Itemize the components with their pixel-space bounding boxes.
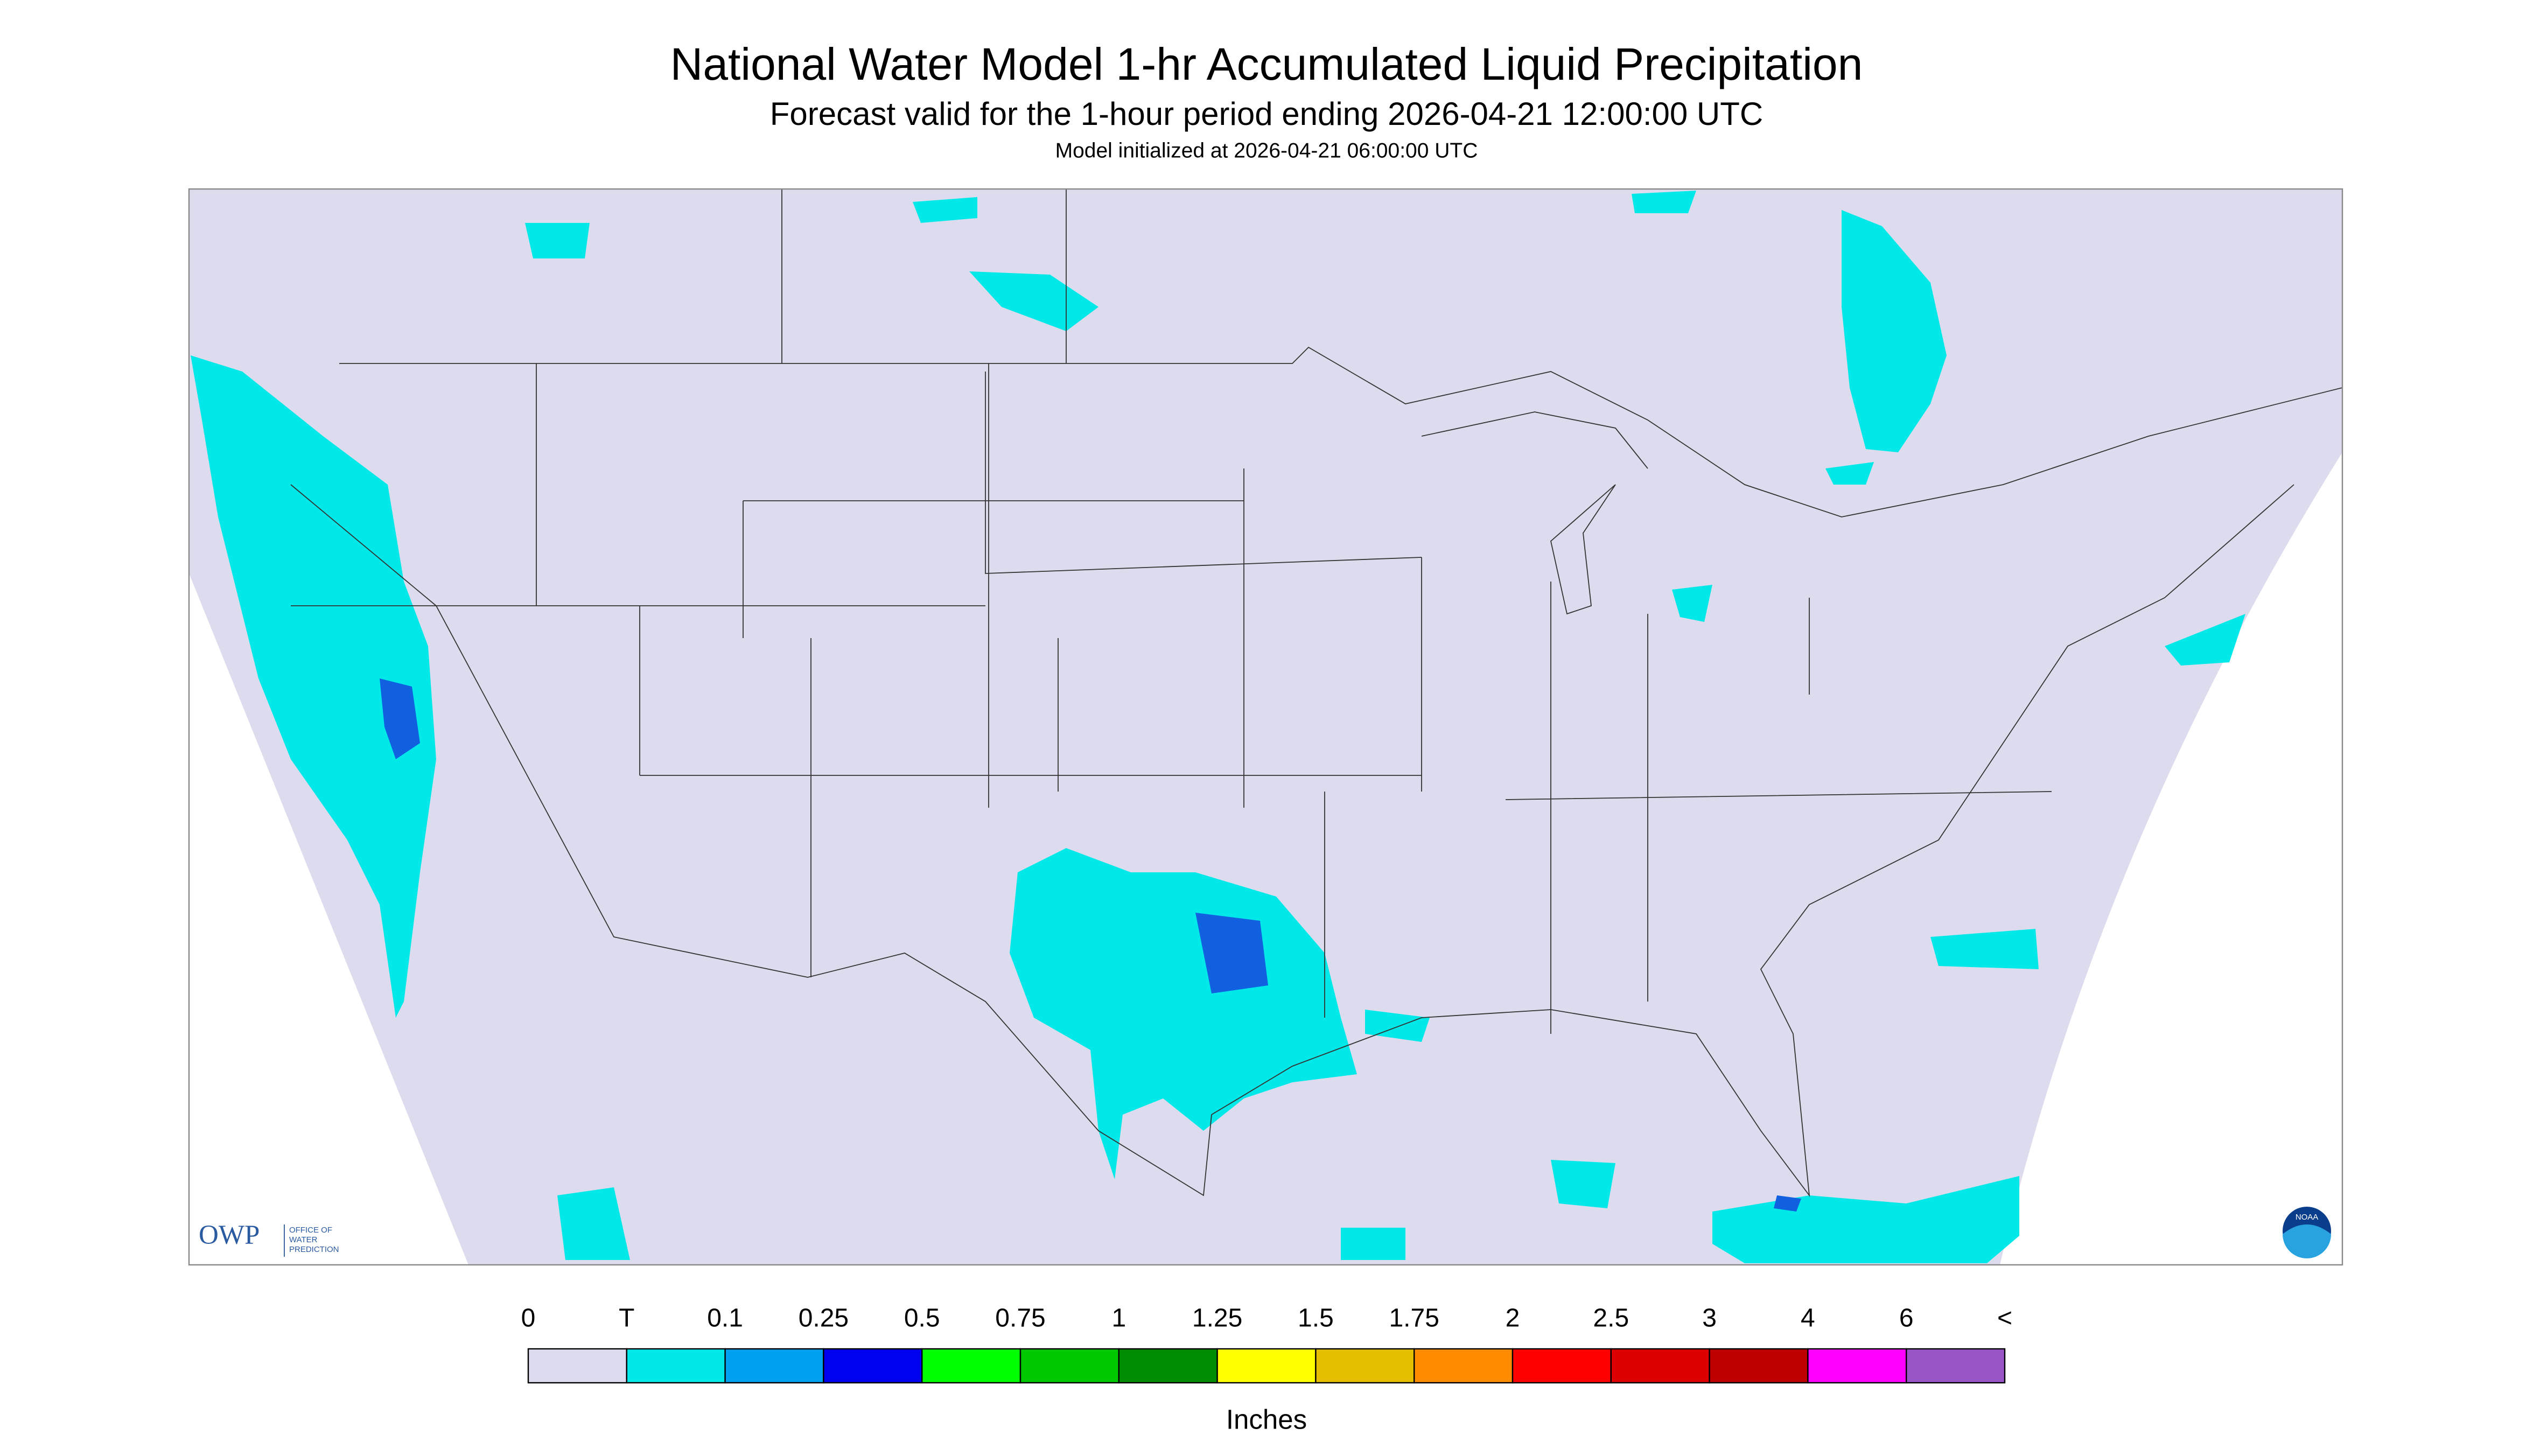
legend: 0 T 0.1 0.25 0.5 0.75 1 1.25 1.5 1.75 2 2.5 3 4 6 < — [521, 1304, 2012, 1384]
owp-logo-text: PREDICTION — [289, 1245, 339, 1254]
legend-swatch — [1905, 1348, 2006, 1384]
noaa-logo-wave — [2283, 1224, 2331, 1259]
precip-area — [1712, 1176, 2019, 1264]
legend-label: T — [619, 1304, 634, 1333]
init-note: Model initialized at 2026-04-21 06:00:00… — [1055, 139, 1478, 162]
legend-swatch — [1807, 1348, 1907, 1384]
legend-swatch — [1118, 1348, 1218, 1384]
legend-label: 0.5 — [904, 1304, 940, 1333]
legend-label: 1.75 — [1389, 1304, 1439, 1333]
owp-logo-text: OFFICE OF — [289, 1226, 332, 1235]
legend-swatch — [1216, 1348, 1317, 1384]
legend-swatch — [921, 1348, 1021, 1384]
legend-swatch — [527, 1348, 628, 1384]
legend-unit: Inches — [1226, 1404, 1307, 1434]
map: OWP OFFICE OF WATER PREDICTION NOAA — [188, 188, 2343, 1266]
legend-label: 1 — [1111, 1304, 1126, 1333]
legend-label: 2 — [1506, 1304, 1520, 1333]
owp-logo-text: WATER — [289, 1235, 318, 1244]
title: National Water Model 1-hr Accumulated Li… — [670, 39, 1863, 89]
legend-swatch — [1315, 1348, 1415, 1384]
legend-label: 1.25 — [1192, 1304, 1242, 1333]
map-frame — [188, 188, 2343, 1266]
legend-swatch — [724, 1348, 824, 1384]
precip-area — [191, 355, 436, 1018]
owp-logo: OWP — [199, 1220, 260, 1250]
legend-label: 6 — [1899, 1304, 1914, 1333]
legend-label: 0.25 — [799, 1304, 849, 1333]
precip-area — [1010, 848, 1357, 1180]
legend-label: 3 — [1702, 1304, 1717, 1333]
precip-areas — [191, 191, 2245, 1264]
subtitle: Forecast valid for the 1-hour period end… — [770, 96, 1763, 132]
legend-label: 0.1 — [707, 1304, 743, 1333]
legend-label: 0 — [521, 1304, 536, 1333]
precip-area — [1842, 210, 1947, 453]
legend-swatch — [626, 1348, 726, 1384]
legend-swatch — [823, 1348, 923, 1384]
map-background — [189, 189, 2342, 1265]
legend-label: 4 — [1801, 1304, 1815, 1333]
legend-label: 1.5 — [1298, 1304, 1334, 1333]
legend-swatch — [1019, 1348, 1120, 1384]
legend-label: 2.5 — [1593, 1304, 1629, 1333]
legend-swatch — [1709, 1348, 1809, 1384]
legend-swatch — [1414, 1348, 1514, 1384]
legend-label: < — [1997, 1304, 2012, 1333]
projection-edge — [2000, 452, 2342, 1265]
noaa-logo-text: NOAA — [2296, 1213, 2319, 1222]
legend-swatch — [1512, 1348, 1612, 1384]
projection-edge — [189, 573, 468, 1265]
legend-swatch — [1610, 1348, 1710, 1384]
legend-label: 0.75 — [995, 1304, 1045, 1333]
